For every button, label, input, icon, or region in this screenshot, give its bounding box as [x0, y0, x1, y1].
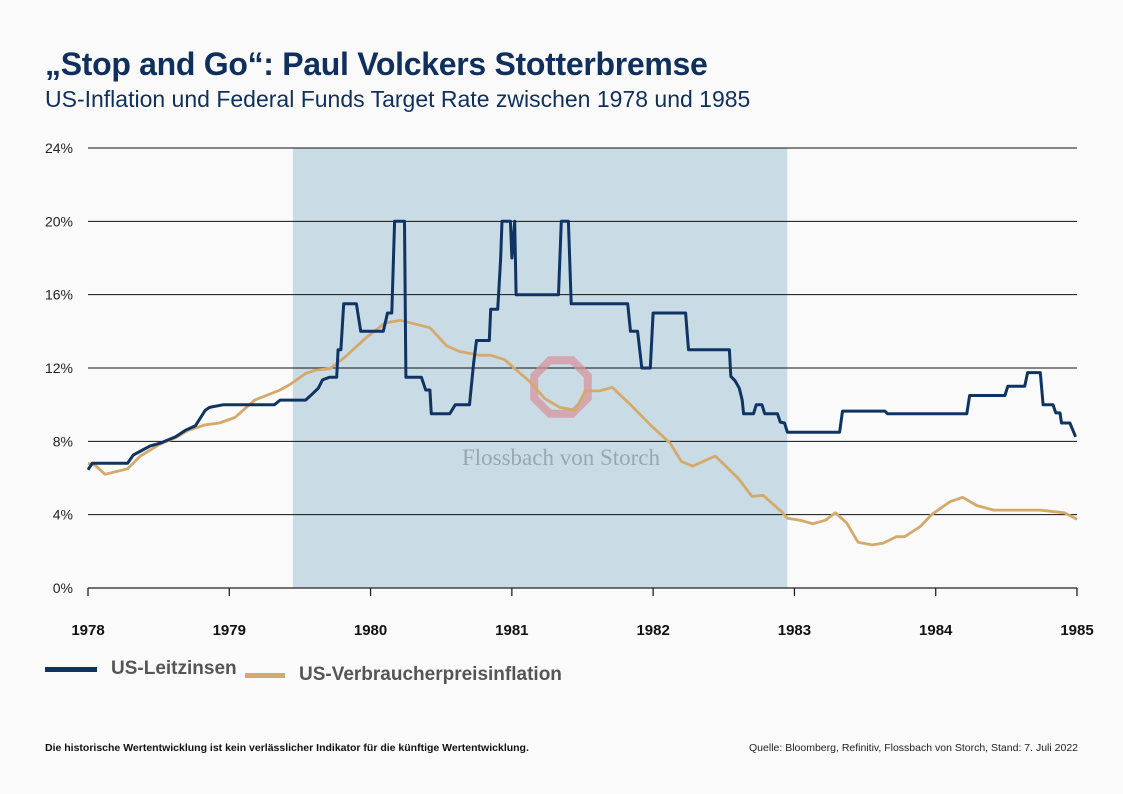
x-tick-label: 1979	[213, 622, 246, 639]
legend-item-inflation: US-Verbraucherpreisinflation	[245, 664, 562, 686]
legend-label-inflation: US-Verbraucherpreisinflation	[299, 664, 562, 685]
x-tick-label: 1980	[354, 622, 387, 639]
x-tick-label: 1984	[919, 622, 953, 639]
series-line-rate	[86, 219, 1077, 471]
y-tick-label: 12%	[45, 360, 73, 376]
legend-swatch-inflation	[245, 672, 285, 678]
y-tick-label: 8%	[53, 433, 73, 449]
chart-title: „Stop and Go“: Paul Volckers Stotterbrem…	[45, 46, 708, 82]
y-tick-label: 24%	[45, 140, 73, 156]
watermark: Flossbach von Storch	[462, 356, 661, 470]
y-tick-label: 16%	[45, 287, 73, 303]
chart-subtitle: US-Inflation und Federal Funds Target Ra…	[45, 86, 751, 112]
legend-label-rate: US-Leitzinsen	[111, 658, 237, 679]
legend-swatch-rate	[45, 666, 97, 672]
disclaimer: Die historische Wertentwicklung ist kein…	[45, 742, 529, 754]
x-tick-label: 1982	[636, 622, 669, 639]
x-tick-label: 1983	[778, 622, 811, 639]
watermark-logo-icon	[530, 356, 592, 418]
source-note: Quelle: Bloomberg, Refinitiv, Flossbach …	[749, 742, 1078, 754]
x-tick-label: 1978	[71, 622, 104, 639]
watermark-text: Flossbach von Storch	[462, 445, 661, 470]
y-tick-label: 20%	[45, 213, 73, 229]
x-tick-label: 1985	[1060, 622, 1093, 639]
x-tick-label: 1981	[495, 622, 528, 639]
y-tick-label: 4%	[53, 507, 73, 523]
legend-item-rate: US-Leitzinsen	[45, 658, 237, 680]
y-tick-label: 0%	[53, 580, 73, 596]
